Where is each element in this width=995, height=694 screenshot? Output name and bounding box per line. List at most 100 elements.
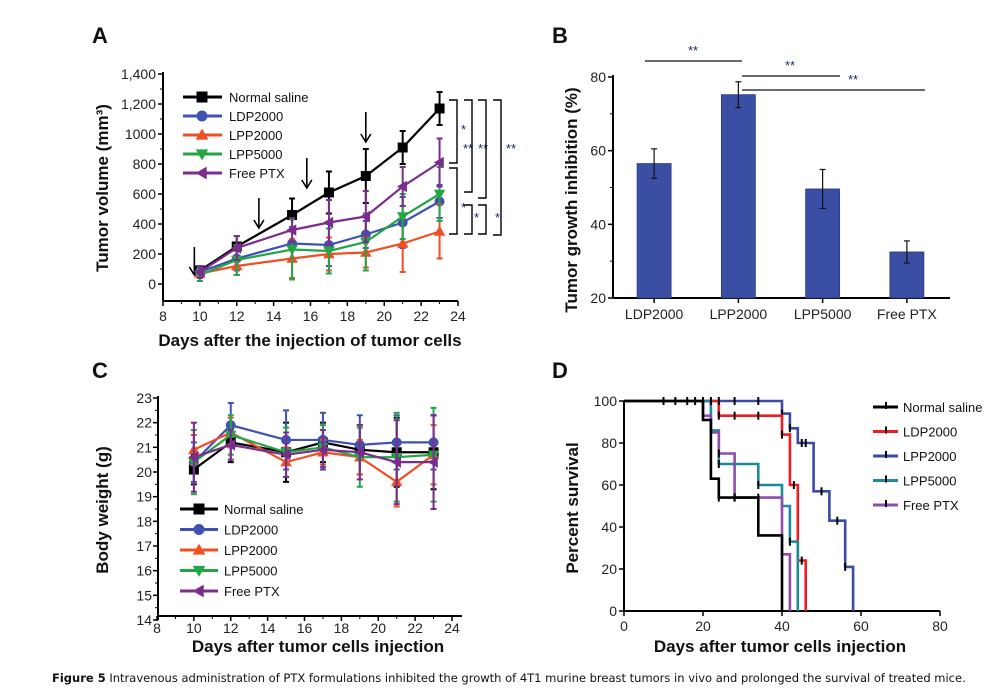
x-tick-label: Free PTX bbox=[877, 306, 938, 322]
data-point bbox=[360, 171, 371, 181]
legend-label: Normal saline bbox=[229, 90, 308, 105]
data-point bbox=[397, 142, 408, 153]
legend-label: Normal saline bbox=[903, 400, 982, 415]
panel-c-body-weight-chart: 14 15 16 17 18 19 20 21 22 23 8 10 12 14 16 18 20 22 24Day… bbox=[93, 390, 462, 656]
legend-item-lpp5000: LPP5000 bbox=[183, 147, 283, 162]
legend-item-free-ptx: Free PTX bbox=[183, 166, 285, 181]
significance-label: ** bbox=[506, 141, 516, 156]
x-tick-label: 40 bbox=[774, 618, 790, 634]
y-tick-label: 60 bbox=[601, 477, 617, 493]
x-tick-label: 10 bbox=[192, 308, 208, 324]
bar-group-free-ptx bbox=[889, 240, 925, 299]
legend-label: LPP2000 bbox=[229, 128, 283, 143]
y-axis-title: Tumor volume (mm³) bbox=[93, 104, 112, 272]
legend-item-free-ptx: Free PTX bbox=[873, 498, 959, 513]
data-point bbox=[390, 456, 401, 468]
x-axis-title: Days after tumor cells injection bbox=[192, 637, 444, 656]
data-point bbox=[354, 446, 365, 459]
series-free-ptx bbox=[624, 399, 792, 611]
legend-swatch-marker bbox=[192, 584, 204, 598]
data-point bbox=[323, 216, 334, 229]
legend-swatch-marker bbox=[196, 91, 208, 103]
x-axis-title: Days after the injection of tumor cells bbox=[158, 331, 461, 350]
series-free-ptx bbox=[188, 414, 438, 510]
y-tick-label: 1,400 bbox=[121, 66, 156, 82]
y-tick-label: 40 bbox=[601, 519, 617, 535]
x-tick-label: 20 bbox=[695, 618, 711, 634]
y-tick-label: 1,200 bbox=[121, 96, 156, 112]
x-tick-label: 16 bbox=[303, 308, 319, 324]
x-tick-label: 20 bbox=[370, 620, 386, 636]
significance-label: ** bbox=[478, 141, 488, 156]
data-point bbox=[323, 187, 334, 198]
y-tick-label: 80 bbox=[601, 435, 617, 451]
data-point bbox=[427, 456, 438, 468]
legend-item-ldp2000: LDP2000 bbox=[183, 109, 283, 124]
y-tick-label: 1000 bbox=[125, 126, 156, 142]
significance-label: ** bbox=[785, 58, 795, 73]
significance-annotations: *** ** **** * bbox=[461, 122, 516, 225]
x-tick-label: 16 bbox=[297, 620, 313, 636]
figure-caption-text: Intravenous administration of PTX formul… bbox=[105, 671, 966, 685]
x-tick-label: 10 bbox=[186, 620, 202, 636]
legend: Normal saline LDP2000 LPP2000 LPP5000 Free P… bbox=[180, 502, 303, 599]
x-tick-label: LPP5000 bbox=[794, 306, 852, 322]
y-tick-label: 17 bbox=[136, 538, 152, 554]
x-tick-label: LPP2000 bbox=[710, 306, 768, 322]
x-tick-label: 24 bbox=[444, 620, 460, 636]
arrow-head bbox=[301, 179, 313, 190]
injection-arrow bbox=[360, 112, 372, 144]
legend: Normal saline LDP2000 LPP2000 LPP5000 Free P… bbox=[873, 400, 982, 513]
significance-bracket bbox=[464, 99, 473, 193]
legend-label: LPP5000 bbox=[229, 147, 283, 162]
data-point bbox=[231, 242, 241, 254]
y-tick-label: 100 bbox=[594, 393, 618, 409]
data-point bbox=[280, 448, 291, 461]
legend-swatch-marker bbox=[192, 543, 206, 555]
significance-label: * bbox=[461, 200, 466, 215]
legend-item-lpp2000: LPP2000 bbox=[873, 449, 957, 464]
legend-swatch-marker bbox=[195, 128, 209, 140]
y-tick-label: 0 bbox=[609, 603, 617, 619]
legend-swatch-marker bbox=[196, 110, 208, 122]
y-tick-label: 23 bbox=[136, 390, 152, 406]
y-tick-label: 200 bbox=[133, 246, 157, 262]
data-point bbox=[317, 444, 328, 456]
y-tick-label: 14 bbox=[136, 612, 152, 628]
y-tick-label: 21 bbox=[136, 439, 152, 455]
legend-item-normal-saline: Normal saline bbox=[873, 400, 982, 415]
legend-item-ldp2000: LDP2000 bbox=[180, 523, 278, 538]
y-tick-label: 15 bbox=[136, 587, 152, 603]
significance-bracket bbox=[478, 204, 487, 235]
y-axis-title: Tumor growth inhibition (%) bbox=[562, 87, 581, 312]
data-point bbox=[194, 266, 205, 278]
legend-swatch-marker bbox=[193, 524, 205, 535]
y-tick-label: 40 bbox=[590, 216, 606, 232]
panel-a-tumor-volume-chart: 0 200 400 600 800 1000 1,200 1,400 8 10 12 14 16 18 20… bbox=[93, 66, 516, 350]
x-axis-title: Days after tumor cells injection bbox=[654, 637, 906, 656]
arrow-head bbox=[253, 219, 265, 230]
bar-group-lpp5000 bbox=[805, 168, 841, 299]
x-tick-label: 24 bbox=[450, 308, 466, 324]
injection-arrow bbox=[301, 158, 313, 190]
significance-bracket bbox=[478, 99, 487, 199]
y-tick-label: 20 bbox=[590, 290, 606, 306]
injection-arrow bbox=[253, 198, 265, 230]
y-tick-label: 22 bbox=[136, 415, 152, 431]
figure-caption-label: Figure 5 bbox=[52, 671, 106, 685]
data-point bbox=[396, 180, 407, 193]
legend-swatch-marker bbox=[195, 166, 207, 180]
significance-bracket bbox=[493, 99, 502, 236]
legend-item-lpp2000: LPP2000 bbox=[183, 128, 283, 143]
data-point bbox=[188, 451, 199, 463]
legend-label: Free PTX bbox=[903, 498, 959, 513]
legend-label: Normal saline bbox=[224, 502, 303, 517]
bar bbox=[720, 94, 756, 299]
data-point bbox=[434, 103, 445, 114]
series-normal-saline bbox=[624, 397, 784, 611]
legend-label: LPP5000 bbox=[903, 474, 957, 489]
legend-swatch-marker bbox=[195, 149, 209, 161]
survival-curve bbox=[624, 399, 855, 611]
x-tick-label: 12 bbox=[223, 620, 239, 636]
survival-curve bbox=[624, 399, 792, 611]
